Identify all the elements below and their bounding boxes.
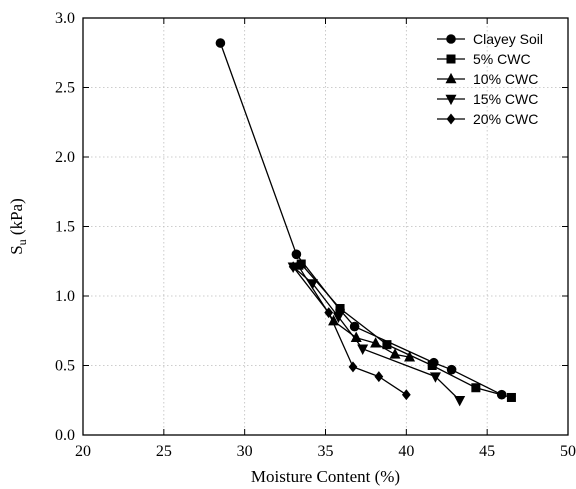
data-point [454, 395, 466, 407]
data-point [215, 38, 226, 48]
legend-marker [446, 34, 456, 44]
legend-item: 10% CWC [437, 71, 538, 87]
x-tick-label: 30 [237, 443, 253, 460]
data-point [335, 304, 345, 314]
legend: Clayey Soil 5% CWC 10% CWC 15% CWC 20% CWC [437, 31, 543, 127]
legend-label: 15% CWC [473, 91, 538, 107]
legend-marker [446, 113, 456, 125]
y-axis-label-unit: (kPa) [7, 198, 26, 239]
data-point [429, 372, 441, 383]
data-point [382, 340, 392, 350]
y-axis-label: Su (kPa) [7, 198, 29, 255]
legend-item: 5% CWC [437, 51, 531, 67]
y-tick-label: 3.0 [55, 10, 75, 27]
x-tick-label: 35 [318, 443, 334, 460]
data-point [324, 307, 334, 319]
legend-label: 10% CWC [473, 71, 538, 87]
legend-item: 15% CWC [437, 91, 538, 107]
x-tick-label: 20 [75, 443, 91, 460]
data-point [404, 351, 416, 362]
data-point [370, 337, 382, 348]
x-tick-label: 45 [479, 443, 495, 460]
data-point [389, 348, 401, 359]
series-diamond [288, 261, 411, 401]
y-tick-label: 0.0 [55, 427, 75, 444]
y-tick-label: 2.0 [55, 149, 75, 166]
legend-marker [446, 54, 456, 64]
legend-marker [445, 72, 457, 84]
data-point [471, 383, 481, 393]
data-point [349, 321, 360, 332]
data-point [357, 344, 369, 355]
data-point [506, 392, 516, 402]
grid [83, 18, 568, 435]
legend-label: Clayey Soil [473, 31, 543, 47]
y-tick-label: 1.5 [55, 219, 75, 236]
data-point [374, 371, 384, 383]
data-point [446, 364, 457, 375]
axis-ticks: 20 25 30 35 40 45 50 0.0 0.5 1.0 1.5 2.0 2.5 3.0 [55, 10, 576, 460]
series-triangle-down [287, 262, 466, 407]
legend-label: 20% CWC [473, 111, 538, 127]
x-tick-label: 50 [560, 443, 576, 460]
y-tick-label: 2.5 [55, 80, 75, 97]
series-triangle-up [292, 259, 416, 362]
x-axis-label: Moisture Content (%) [251, 467, 400, 486]
x-tick-label: 25 [156, 443, 172, 460]
y-tick-label: 1.0 [55, 288, 75, 305]
data-point [288, 261, 298, 273]
data-point [291, 249, 302, 260]
series-group [215, 38, 516, 407]
data-point [348, 361, 358, 373]
legend-label: 5% CWC [473, 51, 531, 67]
data-point [427, 360, 437, 370]
legend-marker [445, 94, 457, 106]
x-tick-label: 40 [398, 443, 414, 460]
y-axis-label-main: S [7, 245, 26, 254]
legend-item: Clayey Soil [437, 31, 543, 47]
data-point [307, 279, 319, 290]
legend-item: 20% CWC [437, 111, 538, 127]
y-axis-label-subscript: u [15, 239, 29, 245]
y-tick-label: 0.5 [55, 358, 75, 375]
data-point [401, 389, 411, 401]
data-point [332, 312, 344, 323]
